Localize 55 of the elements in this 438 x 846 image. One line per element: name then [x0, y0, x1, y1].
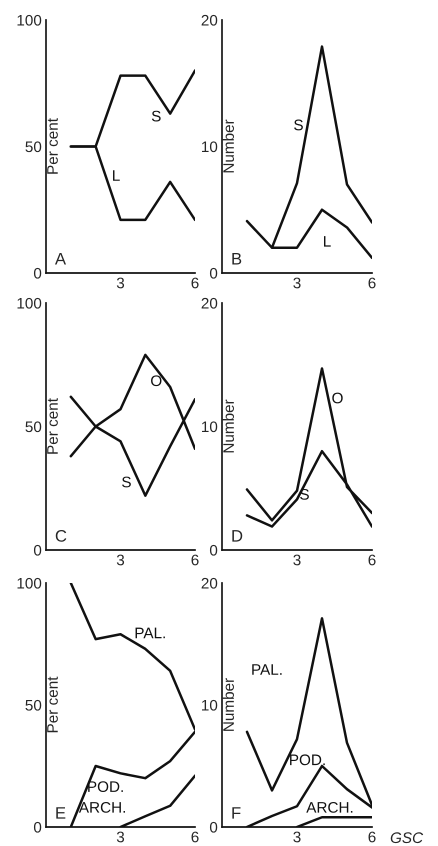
annotation: D — [232, 530, 242, 542]
y-tick-label: 50 — [25, 421, 42, 432]
series-label: POD. — [290, 754, 325, 766]
y-axis-title: Number — [222, 120, 234, 172]
x-tick-label: 3 — [293, 554, 301, 566]
y-tick-label: 50 — [25, 700, 42, 711]
x-tick-label: 6 — [368, 554, 376, 566]
y-tick-label: 0 — [210, 544, 218, 556]
x-tick-label: 3 — [116, 554, 124, 566]
x-tick-label: 6 — [192, 554, 199, 566]
x-tick-label: 6 — [368, 278, 376, 288]
series-label: O — [332, 392, 343, 404]
series-label: ARCH. — [306, 802, 352, 813]
y-tick-label: 20 — [202, 578, 218, 589]
y-tick-label: 50 — [25, 141, 42, 152]
series-label: PAL. — [136, 628, 165, 638]
y-tick-label: 0 — [34, 822, 42, 833]
y-tick-label: 10 — [202, 141, 218, 152]
x-tick-label: 3 — [293, 832, 301, 842]
x-tick-label: 3 — [116, 278, 124, 288]
series-label: ARCH. — [78, 802, 125, 813]
series-label: S — [122, 476, 131, 488]
y-tick-label: 0 — [210, 268, 218, 279]
y-tick-label: 10 — [202, 700, 218, 711]
y-tick-label: 20 — [202, 298, 218, 309]
annotation: E — [56, 807, 66, 819]
y-tick-label: 0 — [210, 822, 218, 833]
y-axis-title: Number — [222, 678, 234, 731]
y-axis-title: Per cent — [47, 398, 58, 454]
annotation: F — [232, 807, 241, 819]
y-tick-label: 100 — [18, 14, 42, 26]
y-tick-label: 0 — [34, 544, 42, 556]
x-tick-label: 3 — [116, 832, 124, 842]
annotation: C — [56, 530, 66, 542]
series-label: S — [294, 120, 303, 130]
series-label: S — [152, 110, 161, 122]
y-tick-label: 20 — [202, 14, 218, 26]
series-label: PAL. — [252, 664, 282, 675]
y-axis-title: Per cent — [47, 118, 58, 174]
series-label: L — [324, 236, 331, 247]
series-label: O — [151, 375, 162, 386]
text: GSC — [390, 832, 424, 844]
x-tick-label: 6 — [192, 832, 199, 842]
y-axis-title: Per cent — [47, 676, 58, 732]
x-tick-label: 6 — [192, 278, 199, 288]
annotation: A — [54, 253, 66, 264]
x-tick-label: 3 — [293, 278, 301, 288]
y-tick-label: 0 — [34, 268, 42, 279]
y-tick-label: 100 — [18, 298, 42, 309]
annotation: B — [232, 253, 242, 264]
y-axis-title: Number — [222, 400, 234, 452]
series-label: L — [113, 170, 120, 181]
x-tick-label: 6 — [368, 832, 376, 842]
y-tick-label: 10 — [202, 421, 218, 432]
y-tick-label: 100 — [18, 578, 42, 589]
